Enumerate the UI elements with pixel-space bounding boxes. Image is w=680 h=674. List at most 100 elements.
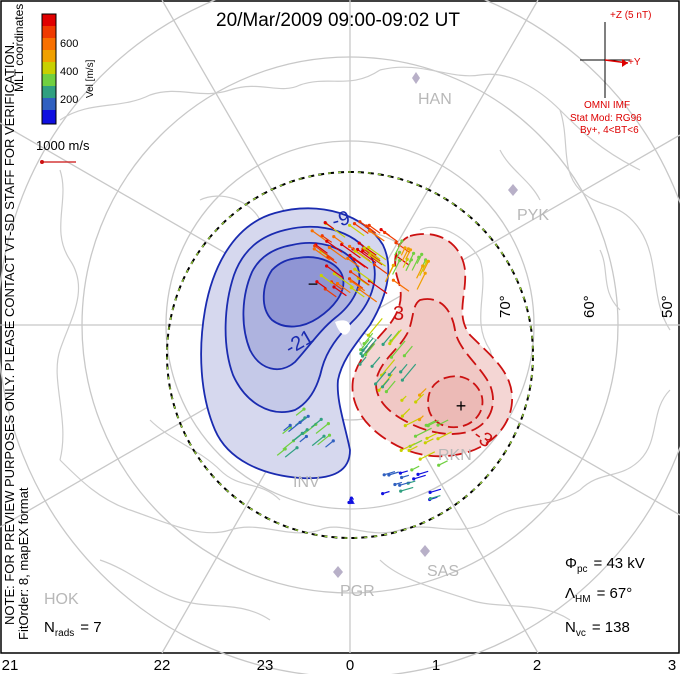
station-marker-pyk [508, 184, 518, 196]
velocity-vectors [276, 220, 452, 505]
velocity-vector [411, 465, 420, 471]
coordinate-system-label: MLT coordinates [12, 4, 26, 92]
velocity-vector [394, 481, 403, 486]
contour-label-pos3-upper: 3 [393, 303, 404, 325]
velocity-vector [363, 332, 374, 344]
velocity-vector [362, 250, 383, 266]
mlt-axis: 21 22 23 0 1 2 3 [2, 657, 677, 674]
velocity-vector [368, 230, 380, 239]
velocity-vector [350, 280, 366, 292]
velocity-vector [299, 436, 307, 443]
velocity-vector [369, 280, 388, 294]
velocity-vector [368, 246, 387, 261]
velocity-vector [333, 236, 344, 245]
velocity-vector [419, 261, 428, 276]
phi-pc-stat: Φpc = 43 kV [565, 555, 645, 575]
velocity-vector [408, 253, 415, 263]
velocity-vector [369, 254, 386, 267]
velocity-vector [401, 248, 409, 262]
velocity-vector [359, 356, 367, 365]
velocity-vector [417, 470, 429, 475]
velocity-vector [384, 232, 399, 243]
lat-label-60: 60° [581, 295, 598, 318]
velocity-vector [326, 265, 344, 279]
heppner-maynard-boundary-highlight [166, 171, 534, 539]
velocity-vector [402, 259, 408, 268]
preview-watermark: NOTE: FOR PREVIEW PURPOSES ONLY. PLEASE … [2, 41, 17, 625]
velocity-vector [415, 427, 432, 437]
colorbar-swatch-3 [42, 38, 56, 50]
velocity-scale-label: 1000 m/s [36, 138, 90, 153]
imf-condition: By+, 4<BT<6 [580, 125, 639, 136]
colorbar-swatch-1 [42, 14, 56, 26]
mlt-tick-23: 23 [257, 657, 274, 674]
velocity-vector [405, 249, 412, 260]
velocity-vector [362, 337, 374, 351]
colorbar-swatch-5 [42, 62, 56, 74]
colorbar-swatch-7 [42, 86, 56, 98]
fit-order-label: FitOrder: 8, mapEX format [16, 487, 31, 640]
velocity-vector [416, 272, 426, 290]
colorbar-tick-200: 200 [60, 94, 78, 106]
velocity-vector [374, 264, 388, 275]
velocity-vector [401, 474, 410, 479]
colorbar-tick-400: 400 [60, 66, 78, 78]
velocity-vector [419, 388, 427, 396]
velocity-vector [426, 432, 438, 439]
velocity-vector [384, 471, 396, 476]
velocity-vector [349, 224, 365, 237]
velocity-vector [416, 254, 423, 264]
velocity-vector [365, 225, 377, 234]
velocity-vector [381, 359, 396, 376]
colorbar-swatch-6 [42, 74, 56, 86]
velocity-vector [401, 363, 417, 381]
velocity-vector [371, 356, 381, 367]
velocity-vector [400, 442, 416, 451]
velocity-vector [394, 240, 403, 256]
velocity-vector [419, 415, 424, 421]
velocity-vector [353, 258, 366, 268]
velocity-vector [333, 286, 347, 297]
lat-label-50: 50° [659, 295, 676, 318]
velocity-vector [425, 438, 434, 444]
velocity-vector [382, 333, 393, 345]
potential-maximum-marker: + [456, 396, 467, 416]
velocity-vector [354, 268, 374, 283]
colorbar-swatch-2 [42, 26, 56, 38]
velocity-vector [358, 242, 377, 256]
velocity-vector [315, 423, 329, 434]
velocity-vector [400, 486, 414, 492]
velocity-vector [415, 393, 425, 403]
station-marker-sas [420, 545, 430, 557]
velocity-vector [400, 247, 406, 256]
station-labels: HAN PYK INV RKN SAS PGR HOK [44, 91, 549, 608]
station-label-sas: SAS [427, 563, 459, 580]
lambda-hm-stat: ΛHM = 67° [565, 585, 632, 605]
velocity-vector [399, 481, 411, 486]
velocity-vector [331, 281, 343, 291]
potential-minimum-marker: − [308, 274, 319, 294]
velocity-vector [385, 380, 396, 392]
velocity-vector [284, 447, 298, 458]
velocity-vector [430, 495, 441, 500]
imf-z-label: +Z (5 nT) [610, 10, 651, 21]
velocity-vector [437, 431, 452, 440]
lat-label-70: 70° [497, 295, 514, 318]
velocity-vector [375, 371, 387, 385]
velocity-vector [405, 259, 412, 272]
velocity-vector [320, 275, 333, 285]
velocity-vector [333, 273, 354, 288]
velocity-vector [283, 424, 291, 432]
velocity-vector [327, 256, 338, 264]
velocity-vector [368, 224, 381, 234]
velocity-vector [324, 288, 337, 298]
velocity-vector [416, 265, 424, 279]
velocity-vector [382, 378, 390, 388]
station-label-pyk: PYK [517, 207, 549, 224]
velocity-vector [357, 277, 369, 286]
velocity-colorbar: 600 400 200 Vel [m/s] [41, 13, 96, 125]
negative-contour-4 [262, 256, 345, 328]
velocity-vector [438, 460, 448, 466]
n-rads-stat: Nrads = 7 [44, 619, 102, 639]
